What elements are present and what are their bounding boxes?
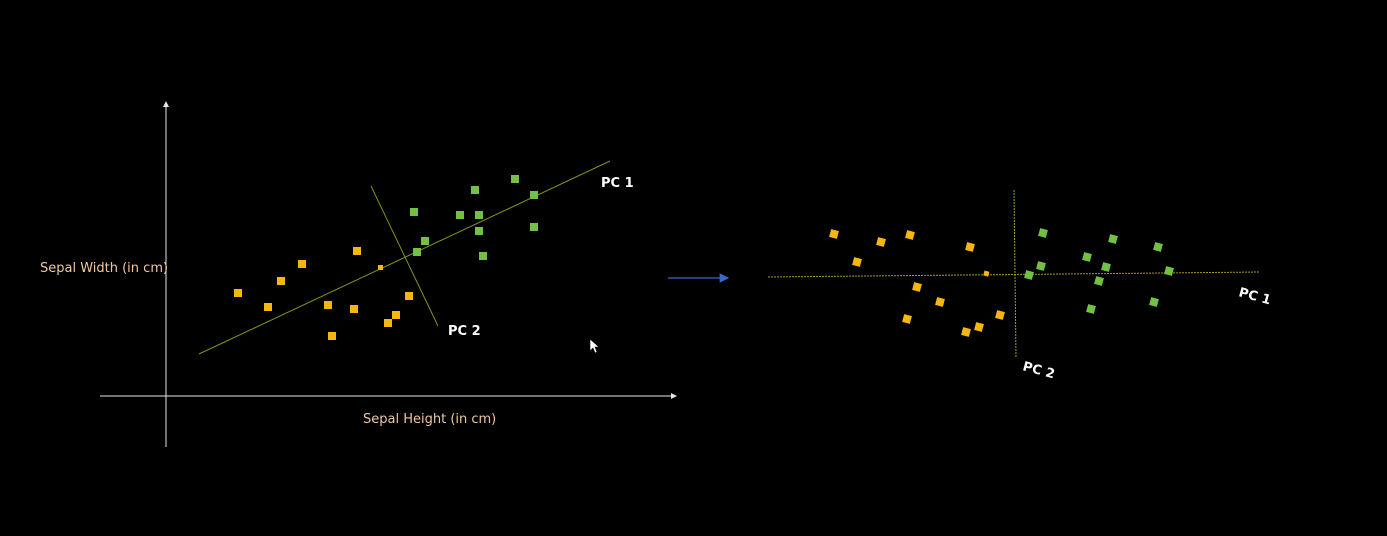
point	[413, 248, 421, 256]
point	[935, 297, 945, 307]
point	[350, 305, 358, 313]
point	[324, 301, 332, 309]
point	[1024, 270, 1034, 280]
point	[405, 292, 413, 300]
point	[1036, 261, 1046, 271]
point	[298, 260, 306, 268]
class-a-points	[829, 229, 1005, 337]
pc1-label: PC 1	[1237, 285, 1272, 308]
pc2-label: PC 2	[448, 324, 481, 339]
x-axis-label: Sepal Height (in cm)	[363, 412, 496, 427]
mouse-pointer-icon	[589, 338, 600, 354]
left-plot: Sepal Width (in cm) Sepal Height (in cm)…	[40, 101, 677, 447]
point	[1153, 242, 1163, 252]
point	[829, 229, 839, 239]
point	[961, 327, 971, 337]
class-a-points	[234, 247, 413, 340]
point	[1038, 228, 1048, 238]
point	[1086, 304, 1096, 314]
pc2-label: PC 2	[1021, 359, 1056, 382]
point	[974, 322, 984, 332]
point	[905, 230, 915, 240]
point	[983, 270, 990, 277]
point	[1094, 276, 1104, 286]
point	[965, 242, 975, 252]
pc1-label: PC 1	[601, 176, 634, 191]
point	[995, 310, 1005, 320]
point	[1101, 262, 1111, 272]
point	[456, 211, 464, 219]
point	[264, 303, 272, 311]
point	[876, 237, 886, 247]
point	[410, 208, 418, 216]
point	[912, 282, 922, 292]
point	[1164, 266, 1174, 276]
point	[392, 311, 400, 319]
pc1-axis-line	[767, 271, 1261, 278]
point	[421, 237, 429, 245]
point	[277, 277, 285, 285]
pc2-line	[370, 185, 439, 327]
point	[378, 265, 383, 270]
class-b-points	[1024, 228, 1174, 314]
point	[234, 289, 242, 297]
point	[1082, 252, 1092, 262]
point	[384, 319, 392, 327]
point	[530, 223, 538, 231]
point	[852, 257, 862, 267]
point	[1149, 297, 1159, 307]
pc1-line	[198, 160, 611, 355]
point	[353, 247, 361, 255]
point	[530, 191, 538, 199]
class-b-points	[410, 175, 538, 260]
point	[475, 227, 483, 235]
point	[1108, 234, 1118, 244]
point	[475, 211, 483, 219]
point	[471, 186, 479, 194]
point	[511, 175, 519, 183]
right-plot: PC 1 PC 2	[767, 189, 1272, 382]
y-axis-label: Sepal Width (in cm)	[40, 261, 168, 276]
point	[902, 314, 912, 324]
point	[479, 252, 487, 260]
point	[328, 332, 336, 340]
pc2-axis-line	[1013, 189, 1017, 359]
